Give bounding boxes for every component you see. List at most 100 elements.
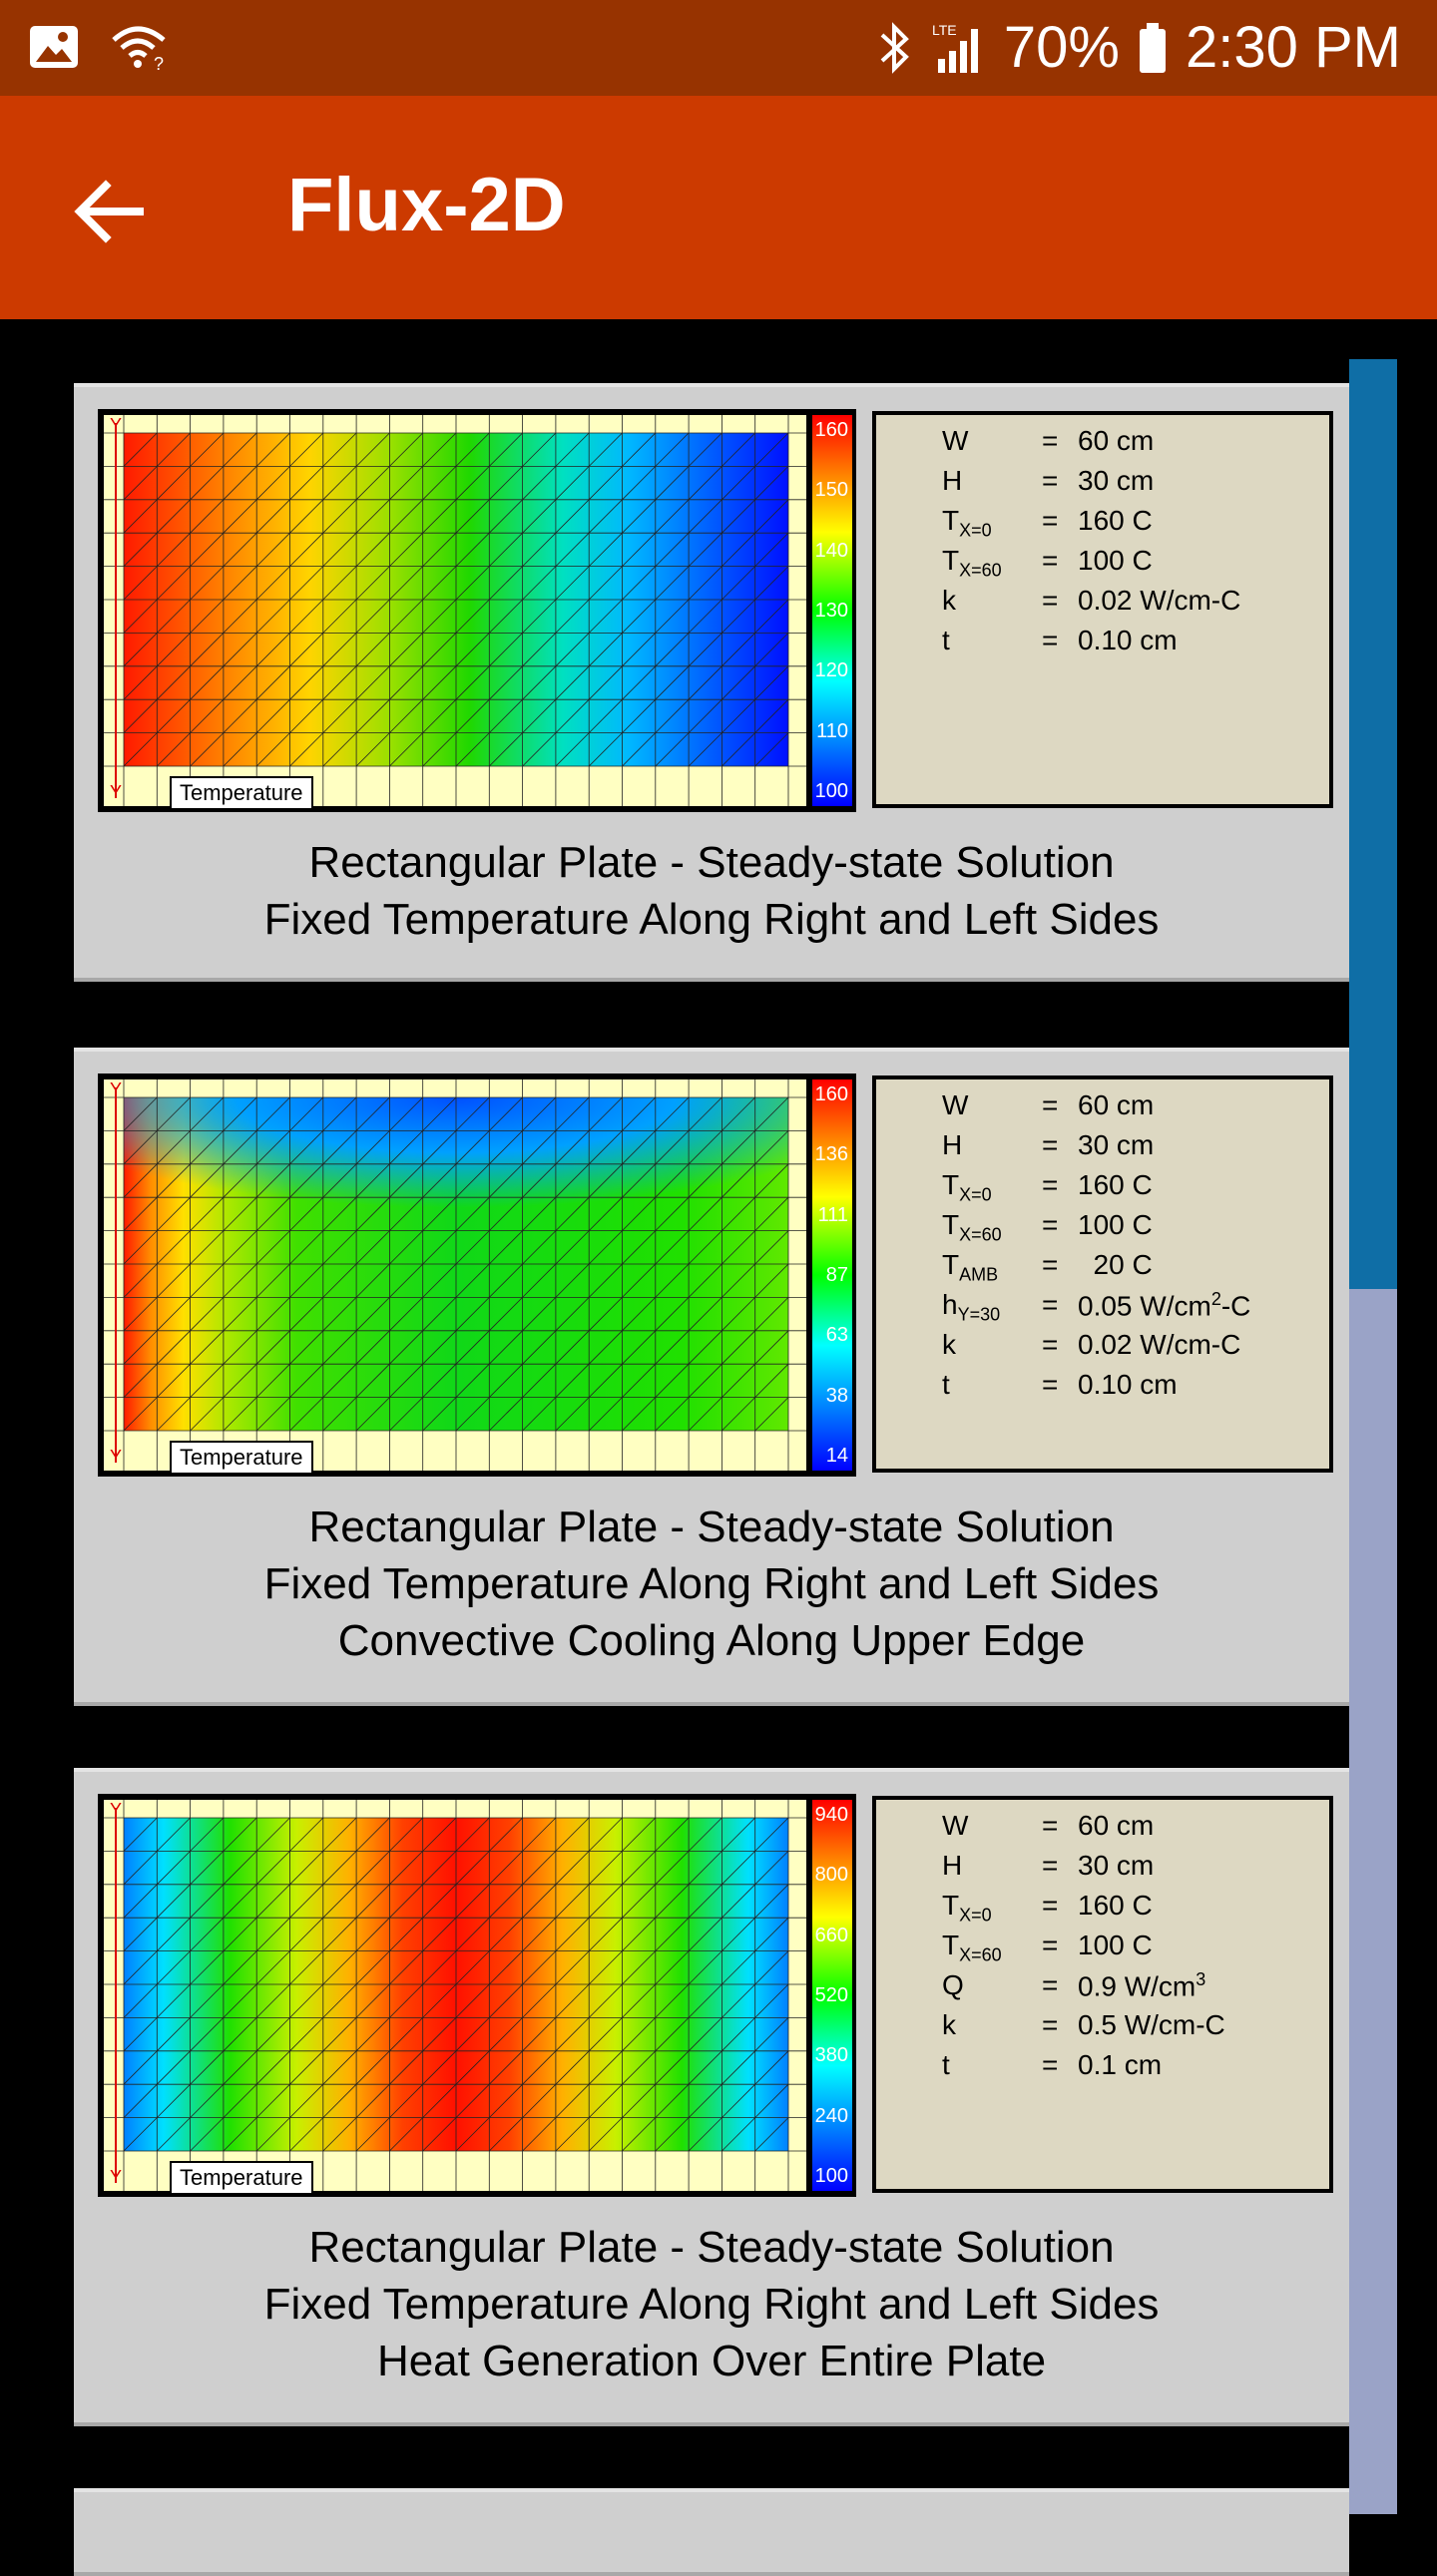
mesh-diagonal — [123, 1884, 158, 1919]
mesh-diagonal — [721, 1330, 755, 1365]
list-item[interactable]: Y Y Temperature 940 800 660 520 380 240 100 W =… — [74, 1768, 1349, 2426]
mesh-diagonal — [389, 1397, 423, 1432]
mesh-diagonal — [655, 665, 690, 700]
mesh-diagonal — [555, 1330, 590, 1365]
mesh-diagonal — [190, 1363, 225, 1398]
mesh-diagonal — [721, 1917, 755, 1951]
mesh-diagonal — [289, 633, 324, 667]
color-scale-tick: 14 — [825, 1445, 848, 1467]
mesh-diagonal — [455, 466, 490, 501]
mesh-diagonal — [223, 1096, 257, 1131]
mesh-diagonal — [622, 2017, 657, 2052]
color-scale-tick: 940 — [814, 1804, 848, 1826]
parameter-symbol: Q — [942, 1969, 964, 2000]
mesh-diagonal — [223, 1884, 257, 1919]
mesh-diagonal — [123, 1096, 158, 1131]
equals-sign: = — [1042, 1369, 1059, 1400]
mesh-diagonal — [688, 1263, 722, 1298]
mesh-diagonal — [655, 432, 690, 467]
list-item[interactable]: Y Y Temperature 160 136 111 87 63 38 14 W = 60 c… — [74, 1048, 1349, 1706]
mesh-diagonal — [655, 1851, 690, 1886]
mesh-diagonal — [389, 2017, 423, 2052]
mesh-diagonal — [389, 1196, 423, 1231]
mesh-diagonal — [322, 1950, 357, 1985]
mesh-diagonal — [522, 1983, 557, 2018]
parameter-symbol: t — [942, 2049, 950, 2080]
mesh-diagonal — [190, 732, 225, 767]
mesh-diagonal — [190, 1950, 225, 1985]
list-item[interactable] — [74, 2488, 1349, 2576]
mesh-diagonal — [489, 432, 523, 467]
mesh-diagonal — [489, 1196, 523, 1231]
mesh-diagonal — [223, 1196, 257, 1231]
mesh-diagonal — [622, 1096, 657, 1131]
mesh-diagonal — [455, 732, 490, 767]
mesh-diagonal — [588, 1950, 623, 1985]
mesh-diagonal — [622, 599, 657, 634]
mesh-diagonal — [688, 2050, 722, 2085]
temperature-plot: Y Y Temperature 160 150 140 130 120 110 100 — [98, 409, 856, 812]
list-item[interactable]: Y Y Temperature 160 150 140 130 120 110 100 W =… — [74, 383, 1349, 982]
mesh-diagonal — [522, 732, 557, 767]
app-bar: Flux-2D — [0, 96, 1437, 319]
mesh-diagonal — [522, 1297, 557, 1332]
mesh-diagonal — [322, 432, 357, 467]
mesh-diagonal — [255, 466, 290, 501]
mesh-diagonal — [522, 599, 557, 634]
mesh-diagonal — [389, 2050, 423, 2085]
mesh-diagonal — [655, 599, 690, 634]
battery-percent: 70% — [1003, 15, 1120, 80]
mesh-diagonal — [455, 2050, 490, 2085]
mesh-diagonal — [255, 1884, 290, 1919]
parameter-symbol: H — [942, 1850, 963, 1881]
mesh-diagonal — [721, 1851, 755, 1886]
mesh-diagonal — [123, 1230, 158, 1265]
mesh-diagonal — [655, 2117, 690, 2152]
mesh-diagonal — [688, 2083, 722, 2118]
mesh-diagonal — [255, 2050, 290, 2085]
mesh-diagonal — [522, 2017, 557, 2052]
mesh-diagonal — [223, 566, 257, 601]
mesh-diagonal — [190, 432, 225, 467]
mesh-diagonal — [455, 1263, 490, 1298]
mesh-diagonal — [157, 1096, 191, 1131]
mesh-diagonal — [622, 665, 657, 700]
mesh-diagonal — [655, 1230, 690, 1265]
mesh-diagonal — [555, 1983, 590, 2018]
mesh-diagonal — [190, 1163, 225, 1198]
color-scale-tick: 660 — [814, 1924, 848, 1946]
color-scale — [812, 415, 852, 806]
mesh-diagonal — [389, 1230, 423, 1265]
mesh-diagonal — [555, 2050, 590, 2085]
mesh-diagonal — [123, 698, 158, 733]
mesh-diagonal — [255, 1950, 290, 1985]
parameter-value: 0.9 W/cm3 — [1078, 1969, 1206, 2002]
card-caption: Rectangular Plate - Steady-state Solutio… — [74, 2219, 1349, 2389]
mesh-diagonal — [688, 1363, 722, 1398]
mesh-diagonal — [422, 1851, 457, 1886]
mesh-diagonal — [389, 1096, 423, 1131]
mesh-diagonal — [157, 1983, 191, 2018]
mesh-diagonal — [255, 1917, 290, 1951]
mesh-diagonal — [289, 665, 324, 700]
mesh-diagonal — [322, 2050, 357, 2085]
equals-sign: = — [1042, 1810, 1059, 1841]
mesh-diagonal — [588, 1397, 623, 1432]
mesh-diagonal — [289, 432, 324, 467]
mesh-diagonal — [157, 1917, 191, 1951]
scrollbar-thumb[interactable] — [1349, 359, 1397, 1289]
mesh-diagonal — [157, 1851, 191, 1886]
mesh-diagonal — [655, 1950, 690, 1985]
mesh-diagonal — [622, 466, 657, 501]
back-arrow-icon[interactable] — [70, 172, 150, 251]
mesh-diagonal — [389, 1163, 423, 1198]
mesh-diagonal — [289, 698, 324, 733]
mesh-diagonal — [355, 532, 390, 567]
mesh-diagonal — [255, 499, 290, 534]
mesh-diagonal — [157, 466, 191, 501]
mesh-diagonal — [489, 732, 523, 767]
mesh-diagonal — [422, 532, 457, 567]
mesh-diagonal — [688, 1130, 722, 1165]
mesh-diagonal — [322, 1096, 357, 1131]
mesh-diagonal — [223, 1817, 257, 1852]
